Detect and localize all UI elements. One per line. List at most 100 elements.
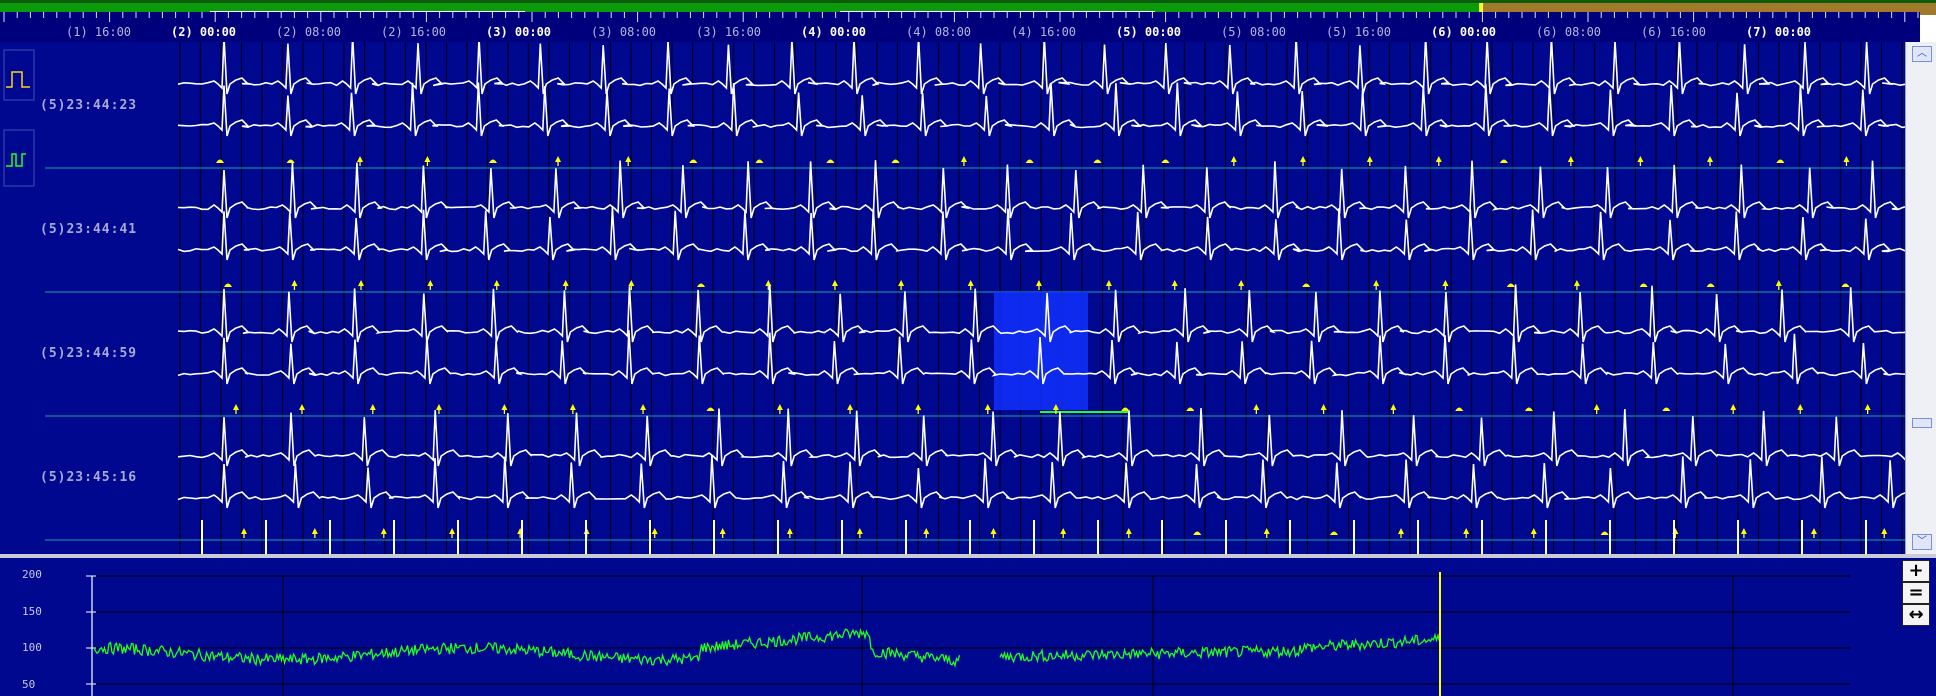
timeline-label: (3) 08:00	[591, 25, 657, 39]
beat-marker	[847, 404, 854, 410]
beat-marker	[1499, 159, 1508, 163]
y-tick-label: 150	[22, 605, 42, 618]
beat-marker	[1171, 280, 1178, 286]
beat-marker	[1329, 531, 1338, 535]
beat-marker	[501, 404, 508, 410]
beat-marker	[1299, 156, 1306, 162]
beat-marker	[224, 283, 232, 287]
beat-marker	[1637, 156, 1644, 162]
ecg-strip-panel[interactable]: (5)23:44:23 (5)23:44:41 (5)23:44:59 (5)2…	[0, 42, 1920, 554]
beat-marker	[891, 159, 900, 163]
timeline-label: (6) 08:00	[1536, 25, 1602, 39]
beat-marker	[967, 280, 974, 286]
scroll-thumb-icon[interactable]	[1912, 418, 1932, 428]
beat-marker	[233, 404, 239, 410]
beat-marker	[286, 159, 295, 163]
beat-marker	[1843, 156, 1850, 162]
timeline-label: (6) 16:00	[1641, 25, 1707, 39]
row-time-label: (5)23:45:16	[40, 470, 138, 485]
beat-marker	[1320, 404, 1327, 410]
calibration-pulse	[6, 153, 26, 167]
beat-marker	[1093, 159, 1102, 163]
beat-marker	[689, 159, 698, 163]
beat-marker	[488, 159, 497, 163]
row-time-label: (5)23:44:23	[40, 98, 138, 113]
fit-width-button[interactable]: ↔	[1902, 604, 1930, 626]
beat-marker	[1302, 283, 1311, 287]
timeline-label: (5) 16:00	[1326, 25, 1392, 39]
beat-marker	[1776, 159, 1785, 163]
beat-marker	[1864, 404, 1871, 410]
timeline-label: (3) 16:00	[696, 25, 762, 39]
trend-controls: + = ↔	[1898, 558, 1936, 696]
beat-marker	[1593, 404, 1600, 410]
beat-marker	[776, 404, 783, 410]
beat-marker	[1797, 404, 1804, 410]
beat-marker	[1105, 280, 1112, 286]
hr-trend-line	[999, 632, 1441, 664]
calibration-box	[3, 129, 35, 187]
ecg-trace	[177, 160, 1920, 219]
beat-marker	[628, 280, 635, 286]
beat-marker	[241, 528, 247, 534]
beat-marker	[755, 159, 764, 163]
chevron-down-icon[interactable]: ﹀	[1912, 534, 1932, 550]
recording-progress-bar[interactable]	[0, 0, 1936, 15]
timeline-label: (4) 16:00	[1011, 25, 1077, 39]
timeline-label: (5) 08:00	[1221, 25, 1287, 39]
heart-rate-trend-panel[interactable]: 200 150 100 50	[0, 558, 1898, 696]
beat-marker	[826, 159, 835, 163]
beat-marker	[960, 156, 967, 162]
beat-marker	[1238, 280, 1245, 286]
beat-marker	[1567, 156, 1574, 162]
beat-marker	[915, 404, 922, 410]
timeline-label: (5) 00:00	[1116, 25, 1182, 39]
zoom-in-button[interactable]: +	[1902, 560, 1930, 582]
beat-marker	[697, 283, 706, 287]
beat-marker	[990, 528, 997, 534]
beat-marker	[786, 528, 793, 534]
ecg-strips	[3, 42, 1920, 554]
beat-marker	[1455, 407, 1464, 411]
beat-marker	[569, 404, 576, 410]
zoom-out-button[interactable]: =	[1902, 582, 1930, 604]
beat-marker	[1060, 528, 1067, 534]
beat-marker	[1230, 156, 1237, 162]
beat-marker	[651, 528, 658, 534]
timeline-ticks	[3, 12, 1919, 22]
timeline-label: (7) 00:00	[1746, 25, 1812, 39]
beat-marker	[427, 280, 434, 286]
beat-marker	[358, 280, 365, 286]
chevron-up-icon[interactable]: ︿	[1912, 46, 1932, 62]
beat-marker	[562, 280, 569, 286]
calibration-box	[3, 49, 35, 101]
beat-marker	[1125, 528, 1132, 534]
beat-marker	[1600, 531, 1609, 535]
beat-marker	[856, 528, 863, 534]
beat-marker	[1121, 407, 1130, 411]
beat-marker	[357, 156, 364, 162]
timeline-ruler[interactable]: (1) 16:00 (2) 00:00 (2) 08:00 (2) 16:00 (3) …	[0, 12, 1920, 43]
beat-marker	[1706, 283, 1715, 287]
beat-marker	[1052, 404, 1059, 410]
beat-marker	[765, 280, 772, 286]
beat-marker	[449, 528, 456, 534]
beat-marker	[1463, 528, 1470, 534]
beat-marker	[555, 156, 562, 162]
beat-marker	[1442, 280, 1449, 286]
panel-splitter[interactable]	[0, 554, 1936, 558]
timeline-label: (6) 00:00	[1431, 25, 1497, 39]
y-tick-label: 50	[22, 678, 36, 691]
beat-marker	[1740, 528, 1747, 534]
beat-marker	[1253, 404, 1260, 410]
beat-marker	[1530, 528, 1537, 534]
beat-marker	[369, 404, 376, 410]
ecg-vertical-scrollbar[interactable]: ︿ ﹀	[1905, 42, 1936, 554]
beat-marker	[1730, 404, 1737, 410]
beat-marker	[1373, 280, 1380, 286]
beat-marker	[216, 159, 224, 163]
beat-marker	[1186, 407, 1195, 411]
beat-marker	[1435, 156, 1442, 162]
beat-marker	[1263, 528, 1270, 534]
ecg-trace	[177, 42, 1920, 95]
